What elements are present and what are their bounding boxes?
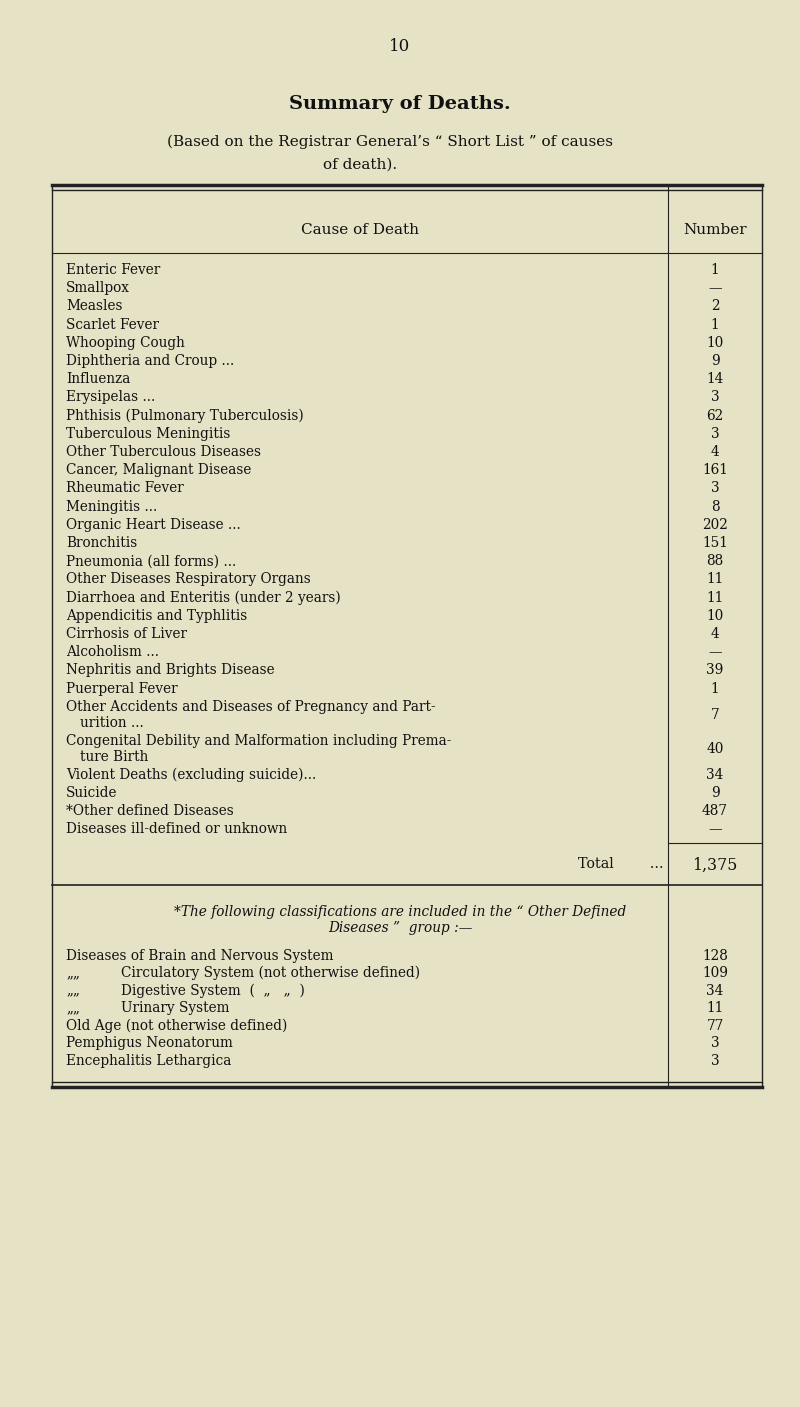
Text: Appendicitis and Typhlitis: Appendicitis and Typhlitis xyxy=(66,609,247,623)
Text: 4: 4 xyxy=(710,445,719,459)
Text: Number: Number xyxy=(683,222,747,236)
Text: 9: 9 xyxy=(710,355,719,369)
Text: 34: 34 xyxy=(706,983,724,998)
Text: 487: 487 xyxy=(702,805,728,819)
Text: 161: 161 xyxy=(702,463,728,477)
Text: 10: 10 xyxy=(706,336,724,350)
Text: 151: 151 xyxy=(702,536,728,550)
Text: 40: 40 xyxy=(706,741,724,756)
Text: Circulatory System (not otherwise defined): Circulatory System (not otherwise define… xyxy=(121,967,420,981)
Text: —: — xyxy=(708,646,722,660)
Text: 202: 202 xyxy=(702,518,728,532)
Text: 11: 11 xyxy=(706,1002,724,1014)
Text: 1: 1 xyxy=(710,318,719,332)
Text: Diseases ”  group :—: Diseases ” group :— xyxy=(328,920,472,934)
Text: Suicide: Suicide xyxy=(66,787,118,801)
Text: Bronchitis: Bronchitis xyxy=(66,536,138,550)
Text: —: — xyxy=(708,281,722,295)
Text: „„: „„ xyxy=(66,983,80,998)
Text: Urinary System: Urinary System xyxy=(121,1002,230,1014)
Text: Old Age (not otherwise defined): Old Age (not otherwise defined) xyxy=(66,1019,287,1033)
Text: —: — xyxy=(708,823,722,836)
Text: urition ...: urition ... xyxy=(80,716,144,730)
Text: 14: 14 xyxy=(706,373,724,386)
Text: Total        ...: Total ... xyxy=(578,857,664,871)
Text: Whooping Cough: Whooping Cough xyxy=(66,336,185,350)
Text: 3: 3 xyxy=(710,426,719,440)
Text: Scarlet Fever: Scarlet Fever xyxy=(66,318,159,332)
Text: Puerperal Fever: Puerperal Fever xyxy=(66,681,178,695)
Text: Other Tuberculous Diseases: Other Tuberculous Diseases xyxy=(66,445,261,459)
Text: Influenza: Influenza xyxy=(66,373,130,386)
Text: Enteric Fever: Enteric Fever xyxy=(66,263,160,277)
Text: 77: 77 xyxy=(706,1019,724,1033)
Text: Organic Heart Disease ...: Organic Heart Disease ... xyxy=(66,518,241,532)
Text: 3: 3 xyxy=(710,481,719,495)
Text: 11: 11 xyxy=(706,591,724,605)
Text: Other Accidents and Diseases of Pregnancy and Part-: Other Accidents and Diseases of Pregnanc… xyxy=(66,699,436,713)
Text: 3: 3 xyxy=(710,1036,719,1050)
Text: Digestive System  (  „   „  ): Digestive System ( „ „ ) xyxy=(121,983,305,998)
Text: 3: 3 xyxy=(710,390,719,404)
Text: Diarrhoea and Enteritis (under 2 years): Diarrhoea and Enteritis (under 2 years) xyxy=(66,591,341,605)
Text: 34: 34 xyxy=(706,768,724,782)
Text: Tuberculous Meningitis: Tuberculous Meningitis xyxy=(66,426,230,440)
Text: Phthisis (Pulmonary Tuberculosis): Phthisis (Pulmonary Tuberculosis) xyxy=(66,408,304,424)
Text: „„: „„ xyxy=(66,967,80,981)
Text: Nephritis and Brights Disease: Nephritis and Brights Disease xyxy=(66,663,274,677)
Text: 7: 7 xyxy=(710,708,719,722)
Text: Erysipelas ...: Erysipelas ... xyxy=(66,390,155,404)
Text: 1: 1 xyxy=(710,681,719,695)
Text: 109: 109 xyxy=(702,967,728,981)
Text: 2: 2 xyxy=(710,300,719,314)
Text: 4: 4 xyxy=(710,628,719,642)
Text: Alcoholism ...: Alcoholism ... xyxy=(66,646,159,660)
Text: Pemphigus Neonatorum: Pemphigus Neonatorum xyxy=(66,1036,233,1050)
Text: (Based on the Registrar General’s “ Short List ” of causes: (Based on the Registrar General’s “ Shor… xyxy=(167,135,613,149)
Text: ture Birth: ture Birth xyxy=(80,750,148,764)
Text: Diseases of Brain and Nervous System: Diseases of Brain and Nervous System xyxy=(66,948,334,962)
Text: Congenital Debility and Malformation including Prema-: Congenital Debility and Malformation inc… xyxy=(66,734,451,747)
Text: Smallpox: Smallpox xyxy=(66,281,130,295)
Text: Pneumonia (all forms) ...: Pneumonia (all forms) ... xyxy=(66,554,236,568)
Text: 9: 9 xyxy=(710,787,719,801)
Text: Cause of Death: Cause of Death xyxy=(301,222,419,236)
Text: *The following classifications are included in the “ Other Defined: *The following classifications are inclu… xyxy=(174,905,626,919)
Text: „„: „„ xyxy=(66,1002,80,1014)
Text: Cancer, Malignant Disease: Cancer, Malignant Disease xyxy=(66,463,251,477)
Text: 128: 128 xyxy=(702,948,728,962)
Text: 62: 62 xyxy=(706,408,724,422)
Text: Measles: Measles xyxy=(66,300,122,314)
Text: 88: 88 xyxy=(706,554,724,568)
Text: of death).: of death). xyxy=(323,158,397,172)
Text: 8: 8 xyxy=(710,499,719,514)
Text: 10: 10 xyxy=(390,38,410,55)
Text: 11: 11 xyxy=(706,573,724,587)
Text: Rheumatic Fever: Rheumatic Fever xyxy=(66,481,184,495)
Text: 3: 3 xyxy=(710,1054,719,1068)
Text: Cirrhosis of Liver: Cirrhosis of Liver xyxy=(66,628,187,642)
Text: 39: 39 xyxy=(706,663,724,677)
Text: Encephalitis Lethargica: Encephalitis Lethargica xyxy=(66,1054,231,1068)
Text: Meningitis ...: Meningitis ... xyxy=(66,499,158,514)
Text: Summary of Deaths.: Summary of Deaths. xyxy=(289,96,511,113)
Text: Diphtheria and Croup ...: Diphtheria and Croup ... xyxy=(66,355,234,369)
Text: 1: 1 xyxy=(710,263,719,277)
Text: Other Diseases Respiratory Organs: Other Diseases Respiratory Organs xyxy=(66,573,310,587)
Text: 1,375: 1,375 xyxy=(692,857,738,874)
Text: Violent Deaths (excluding suicide)...: Violent Deaths (excluding suicide)... xyxy=(66,768,316,782)
Text: 10: 10 xyxy=(706,609,724,623)
Text: Diseases ill-defined or unknown: Diseases ill-defined or unknown xyxy=(66,823,287,836)
Text: *Other defined Diseases: *Other defined Diseases xyxy=(66,805,234,819)
